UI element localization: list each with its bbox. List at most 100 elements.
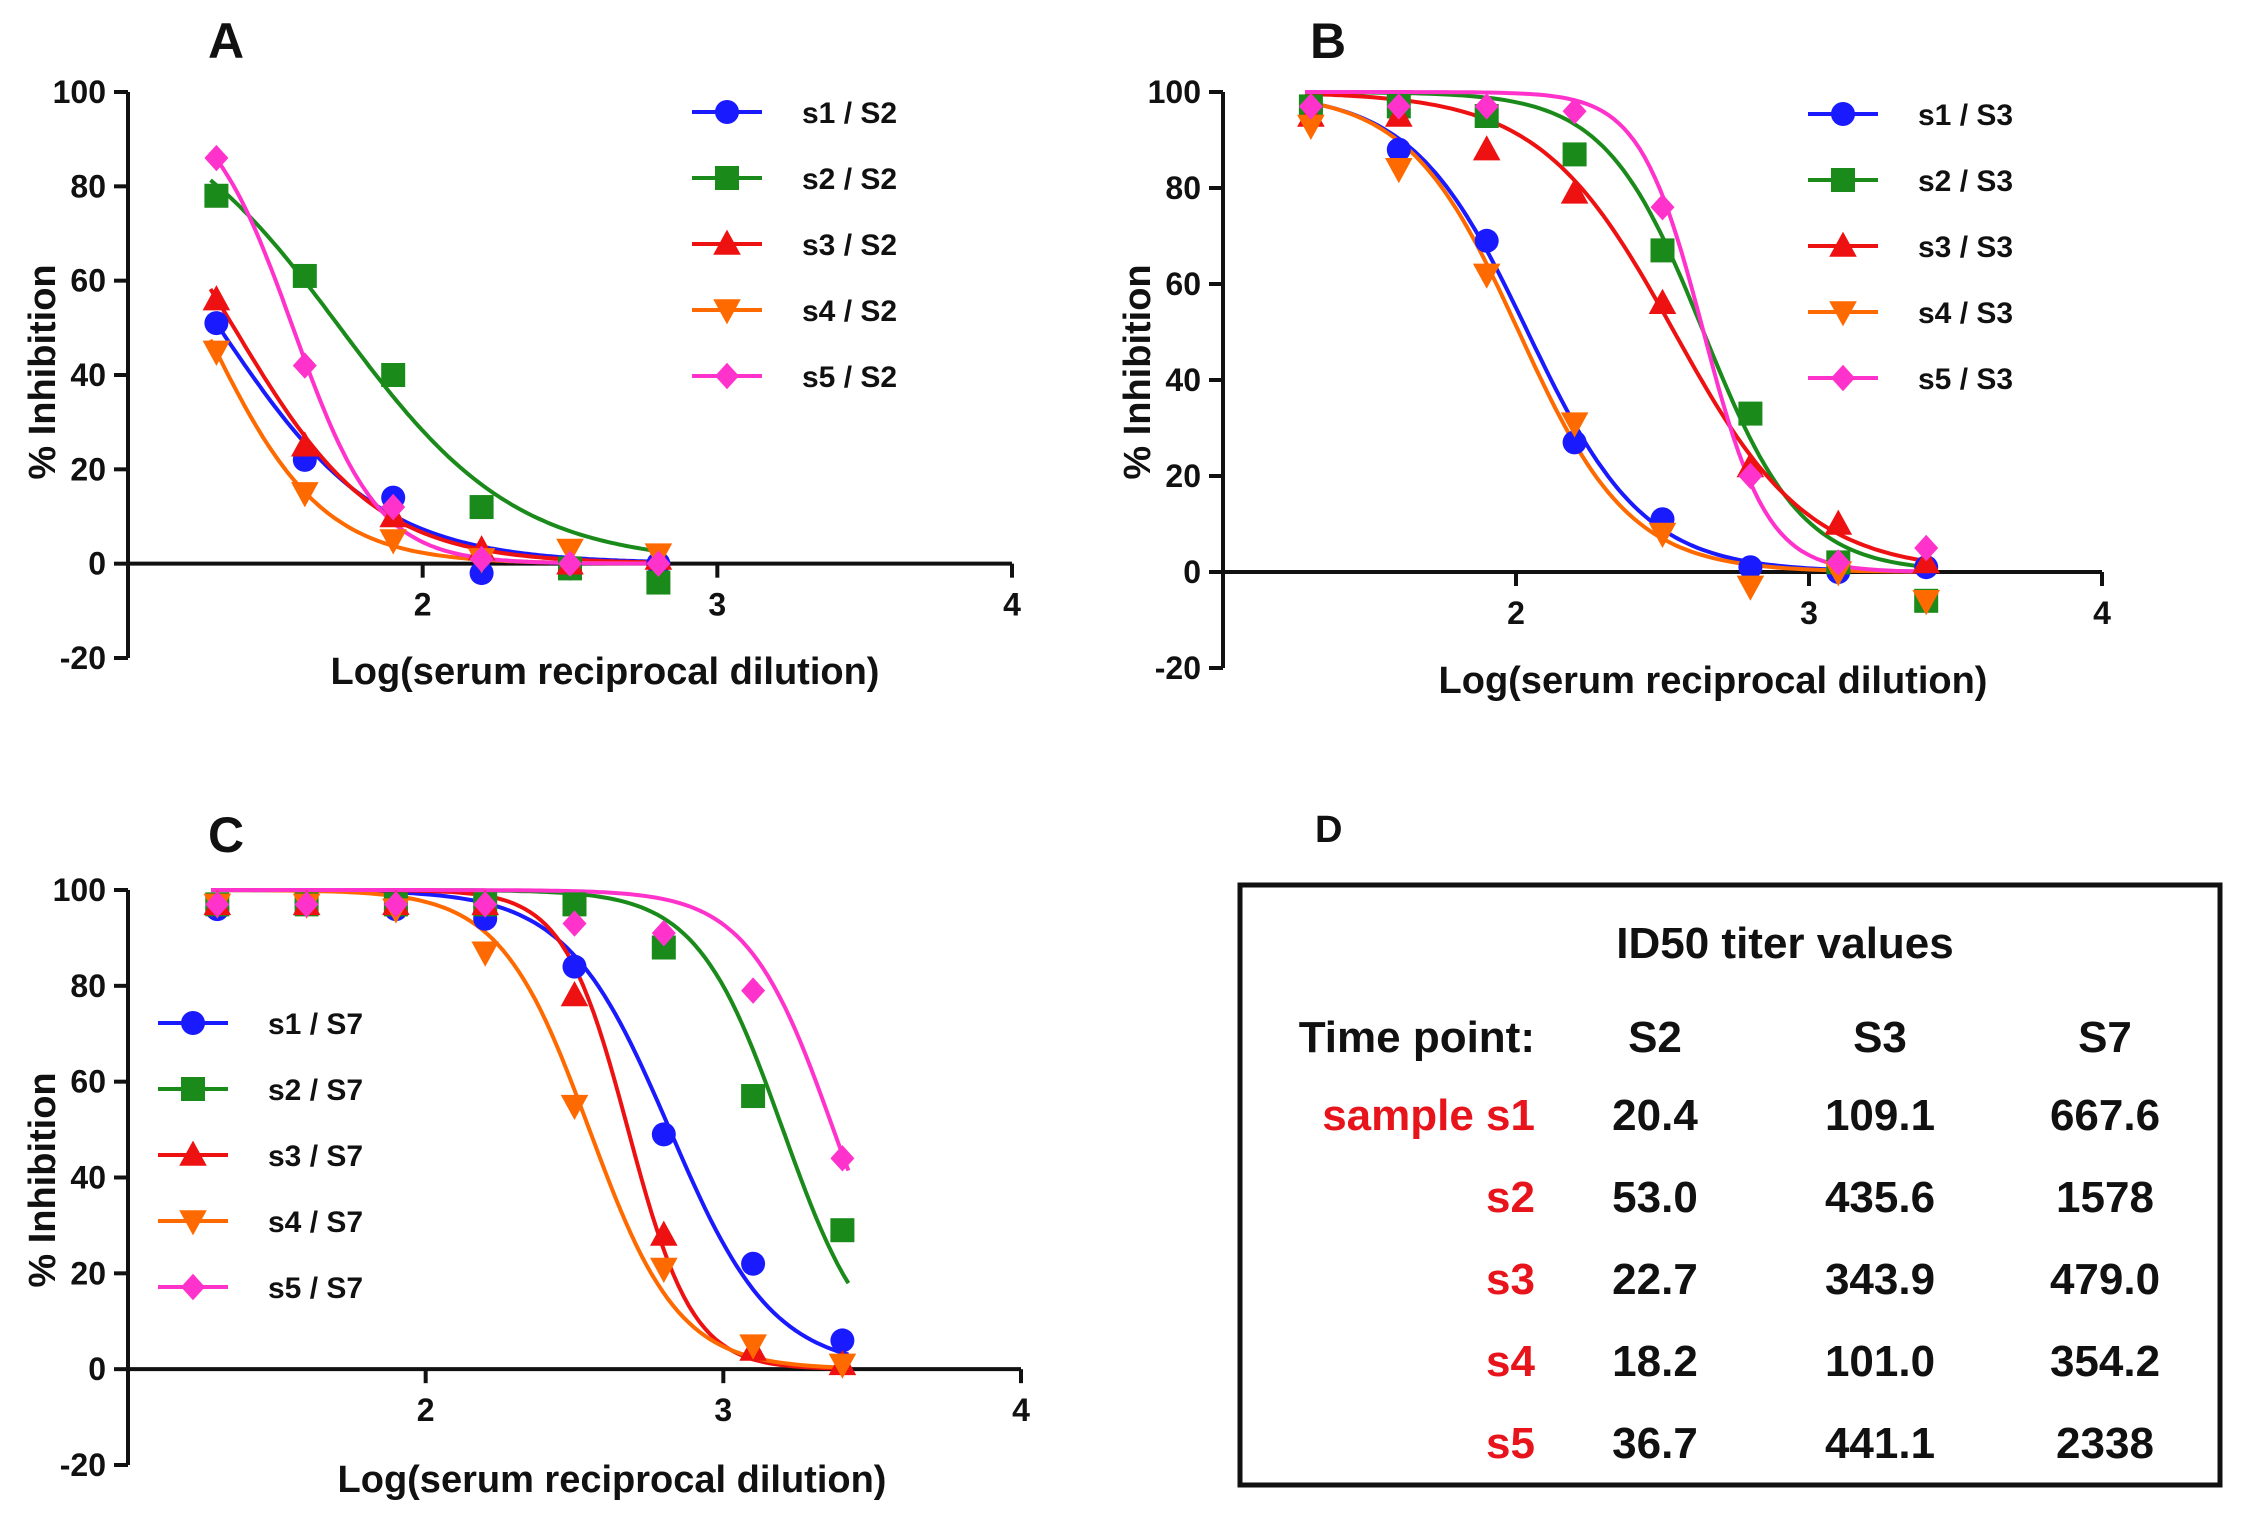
panel-a-series-2-fit-curve (209, 178, 665, 554)
panel-a-x-tick-label: 3 (708, 587, 726, 623)
table-cell: 2338 (2056, 1419, 2154, 1468)
panel-b-y-axis-title: % Inhibition (1117, 264, 1159, 479)
panel-c-series-2-point (741, 1084, 766, 1109)
panel-c-legend-marker (181, 1273, 205, 1301)
panel-b-legend-label: s1 / S3 (1918, 99, 2013, 132)
table-cell: 109.1 (1825, 1091, 1935, 1140)
panel-b-series-4-point (1912, 590, 1940, 616)
panel-a-x-tick-label: 2 (414, 587, 432, 623)
panel-a-series-2-point (469, 495, 494, 520)
panel-b-x-tick-label: 4 (2093, 595, 2111, 631)
panel-c-series-4-point (650, 1257, 678, 1283)
panel-a-y-tick-label: -20 (60, 640, 106, 676)
panel-c-y-tick-label: 60 (70, 1064, 106, 1100)
table-title: ID50 titer values (1616, 919, 1954, 968)
panel-a-series-5-point (204, 144, 229, 172)
panel-b-series-4-point (1472, 263, 1501, 289)
panel-b-series-5-point (1914, 534, 1939, 562)
table-cell: 1578 (2056, 1173, 2154, 1222)
table-border (1237, 882, 2223, 1488)
panel-a-letter: A (208, 13, 244, 69)
panel-a-series-4-point (379, 529, 407, 555)
panel-c-series-5-point (830, 1145, 855, 1172)
panel-b-x-tick-label: 2 (1507, 595, 1525, 631)
panel-a-series-4-point (291, 482, 319, 508)
panel-a-series-2-point (204, 183, 229, 208)
panel-c-y-tick-label: 40 (70, 1160, 106, 1196)
panel-b-series-1-point (1562, 430, 1587, 455)
panel-a-series-5-point (646, 550, 671, 577)
panel-b-y-tick-label: 80 (1165, 170, 1201, 206)
panel-b: B 100 80 60 40 20 0 -20 2 3 4 s1 / S3 s2 / S3 s3 / S… (1117, 13, 2111, 702)
table-row-label: s5 (1486, 1419, 1535, 1468)
panel-c: C 100 80 60 40 20 0 -20 2 3 4 s1 / S7 s2 / S7 s3 / S… (22, 807, 1030, 1501)
table-cell: 343.9 (1825, 1255, 1935, 1304)
table-cell: 435.6 (1825, 1173, 1935, 1222)
table-row: s5 36.7 441.1 2338 (1486, 1419, 2154, 1468)
panel-b-series-5-point (1474, 93, 1499, 120)
panel-b-series-4-point (1560, 412, 1589, 438)
panel-a-series-5-point (558, 550, 582, 577)
panel-c-legend: s1 / S7 s2 / S7 s3 / S7 s4 / S7 s5 / S7 (158, 1008, 363, 1305)
panel-c-x-tick-label: 4 (1012, 1392, 1030, 1428)
panel-b-series-5-point (1386, 93, 1411, 120)
panel-b-legend: s1 / S3 s2 / S3 s3 / S3 s4 / S3 s5 / S3 (1808, 99, 2013, 396)
panel-b-legend-marker (1829, 301, 1857, 327)
panel-c-legend-label: s3 / S7 (268, 1140, 363, 1173)
panel-b-series-4-point (1648, 522, 1677, 548)
panel-c-legend-marker (181, 1011, 205, 1035)
panel-c-series-3-point (560, 981, 589, 1007)
panel-b-series-2-point (1650, 238, 1675, 263)
panel-b-y-tick-label: 100 (1148, 74, 1201, 110)
table-cell: 667.6 (2050, 1091, 2160, 1140)
panel-b-legend-marker (1831, 168, 1855, 192)
panel-b-legend-label: s4 / S3 (1918, 297, 2013, 330)
panel-b-series-3-point (1648, 288, 1677, 314)
panel-a-legend: s1 / S2 s2 / S2 s3 / S2 s4 / S2 s5 / S2 (692, 97, 897, 394)
panel-c-legend-marker (179, 1140, 207, 1166)
panel-b-series-4-point (1297, 114, 1325, 140)
panel-a-legend-label: s3 / S2 (802, 229, 897, 262)
panel-b-series-4-point (1736, 575, 1765, 601)
panel-b-series-4-point (1385, 158, 1413, 184)
panel-c-series-4-point (471, 941, 499, 967)
table-row-label: sample s1 (1322, 1091, 1535, 1140)
panel-b-series-1-point (1386, 137, 1411, 162)
panel-b-series-5-point (1738, 462, 1763, 490)
panel-c-series-1-point (830, 1328, 855, 1353)
panel-b-x-axis-title: Log(serum reciprocal dilution) (1439, 660, 1988, 702)
panel-b-series-5-point (1826, 549, 1851, 576)
panel-b-series-1-point (1738, 555, 1763, 580)
panel-c-series-3-point (650, 1220, 678, 1246)
panel-b-legend-label: s2 / S3 (1918, 165, 2013, 198)
table-column-header: S7 (2078, 1013, 2132, 1062)
panel-a-legend-label: s2 / S2 (802, 163, 897, 196)
panel-c-series-5-point (473, 891, 498, 918)
panel-a-series-5-point (469, 545, 494, 573)
panel-a-y-tick-label: 80 (70, 168, 106, 204)
panel-a-legend-marker (715, 362, 739, 390)
table-cell: 441.1 (1825, 1419, 1935, 1468)
panel-b-letter: B (1310, 13, 1346, 69)
panel-c-y-axis-title: % Inhibition (22, 1072, 64, 1287)
panel-c-series-2-point (830, 1218, 855, 1243)
panel-a-series-5-point (381, 493, 406, 521)
panel-a-series-4-fit-curve (208, 338, 665, 566)
panel-a-series-3-fit-curve (208, 288, 665, 565)
table-cell: 18.2 (1612, 1337, 1698, 1386)
panel-a-y-tick-label: 100 (53, 74, 106, 110)
panel-a-series-5-fit-curve (208, 150, 665, 566)
table-row: s3 22.7 343.9 479.0 (1486, 1255, 2160, 1304)
panel-a-series-5-point (292, 352, 317, 379)
panel-c-series-4-point (739, 1334, 767, 1360)
panel-a-y-tick-label: 20 (70, 451, 106, 487)
panel-b-series-1-point (1474, 228, 1499, 253)
panel-a-series-1-point (204, 311, 229, 336)
table-row: s4 18.2 101.0 354.2 (1486, 1337, 2160, 1386)
panel-c-series-5-point (562, 910, 587, 937)
panel-c-x-tick-label: 3 (714, 1392, 732, 1428)
panel-c-series-5-fit-curve (211, 888, 851, 1172)
panel-c-y-tick-label: -20 (60, 1447, 106, 1483)
panel-c-series-5-point (741, 977, 766, 1004)
